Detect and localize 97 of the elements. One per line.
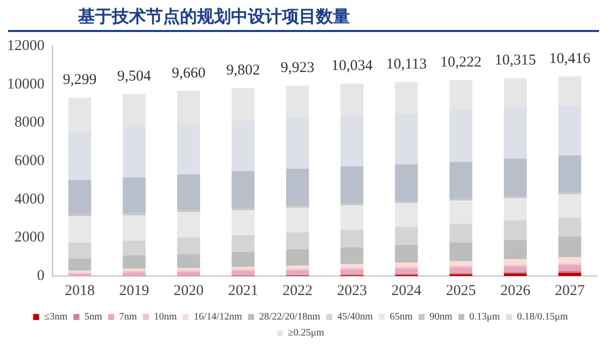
chart-title: 基于技术节点的规划中设计项目数量: [8, 4, 599, 32]
bar: [394, 203, 418, 227]
legend-label: 5nm: [84, 312, 102, 323]
bar: [177, 237, 200, 254]
bar: [68, 258, 92, 271]
y-tick-label: 0: [37, 268, 44, 284]
bar: [177, 272, 200, 276]
total-label: 9,299: [62, 72, 97, 88]
bar: [232, 266, 255, 270]
legend-label: 0.18/0.15μm: [516, 312, 568, 323]
bar: [394, 226, 418, 245]
bar: [504, 266, 527, 272]
legend-label: 0.13μm: [469, 312, 500, 323]
bar: [558, 194, 582, 218]
bar: [286, 270, 309, 275]
bar: [232, 271, 255, 276]
x-tick-label: 2022: [282, 282, 313, 299]
bar: [449, 200, 472, 224]
bar: [68, 216, 92, 243]
legend-label: 7nm: [119, 312, 138, 323]
bar: [558, 272, 582, 276]
x-tick-label: 2021: [228, 282, 258, 299]
bar: [340, 166, 364, 204]
total-label: 10,416: [549, 50, 591, 67]
y-tick-label: 6000: [14, 152, 44, 169]
bar: [68, 180, 92, 214]
bar: [177, 254, 200, 268]
bar: [340, 230, 364, 248]
bar: [340, 269, 364, 274]
bar: [449, 260, 472, 266]
bar: [340, 264, 364, 268]
total-label: 10,113: [386, 56, 427, 73]
bar: [558, 156, 582, 192]
bar: [122, 215, 146, 241]
bar: [122, 255, 146, 269]
bar: [504, 259, 527, 265]
total-label: 9,660: [172, 65, 206, 82]
bar: [504, 220, 527, 240]
bar: [286, 266, 309, 269]
bar: [449, 162, 472, 199]
total-label: 9,923: [280, 60, 314, 76]
legend-label: 10nm: [154, 312, 177, 323]
bar: [340, 205, 364, 230]
total-label: 10,034: [331, 58, 374, 74]
bar: [504, 240, 527, 260]
bar: [558, 265, 582, 272]
total-label: 10,222: [440, 54, 482, 71]
legend-label: 16/14/12nm: [194, 312, 242, 323]
bar: [504, 198, 527, 220]
bar: [177, 174, 200, 210]
legend-label: 28/22/20/18nm: [259, 312, 320, 323]
total-label: 10,315: [494, 52, 536, 69]
bar: [558, 236, 582, 258]
y-tick-label: 4000: [14, 191, 44, 208]
y-tick-label: 10000: [7, 76, 44, 92]
y-tick-label: 2000: [14, 230, 44, 246]
bar: [177, 212, 200, 238]
x-tick-label: 2026: [500, 282, 531, 299]
legend-label: 45/40nm: [337, 312, 373, 323]
x-tick-label: 2024: [391, 282, 422, 299]
bar: [558, 217, 582, 236]
bar: [232, 235, 255, 252]
x-tick-label: 2020: [174, 282, 204, 299]
bar: [286, 232, 309, 250]
bar: [68, 242, 92, 258]
bar: [394, 244, 418, 263]
y-tick-label: 8000: [14, 114, 44, 131]
bar: [394, 268, 418, 274]
bar: [122, 272, 146, 276]
bar: [122, 177, 146, 214]
x-tick-label: 2027: [554, 282, 586, 299]
bar: [122, 240, 146, 256]
bar: [558, 257, 582, 264]
bar: [340, 248, 364, 264]
bar: [394, 262, 418, 267]
x-tick-label: 2019: [119, 282, 150, 299]
legend-label: ≤3nm: [44, 312, 68, 323]
bar: [449, 224, 472, 243]
bar: [232, 252, 255, 267]
bar: [449, 242, 472, 261]
total-label: 9,504: [117, 68, 152, 84]
bar: [286, 249, 309, 266]
bar: [394, 164, 418, 202]
total-label: 9,802: [226, 62, 260, 79]
bar: [232, 210, 255, 236]
bar: [286, 208, 309, 232]
bar: [504, 158, 527, 196]
legend-label: 90nm: [430, 312, 453, 323]
legend-label: 65nm: [390, 312, 413, 323]
bar: [449, 267, 472, 273]
x-tick-label: 2018: [64, 282, 95, 299]
x-tick-label: 2023: [336, 282, 367, 299]
legend-label: ≥0.25μm: [288, 328, 324, 339]
x-tick-label: 2025: [446, 282, 476, 299]
bar: [286, 168, 309, 206]
y-tick-label: 12000: [7, 38, 44, 54]
bar: [232, 171, 255, 208]
